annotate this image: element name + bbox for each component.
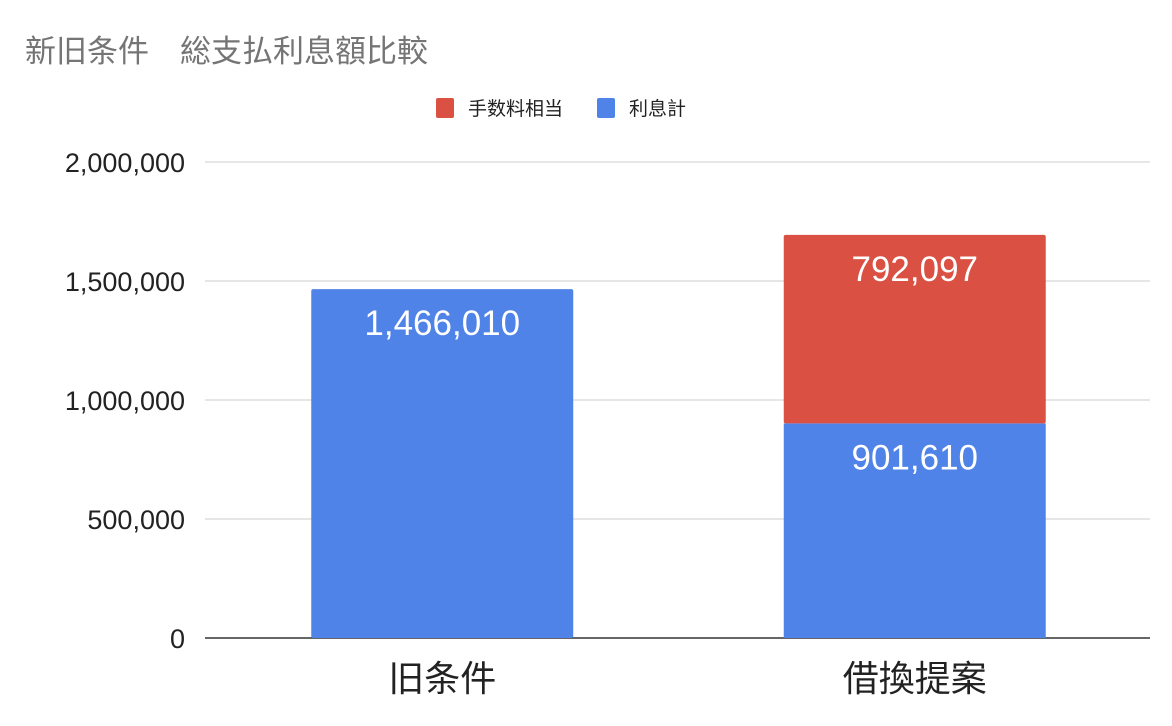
- legend: 手数料相当 利息計: [436, 94, 720, 121]
- y-tick-label: 2,000,000: [65, 148, 185, 178]
- legend-swatch-interest: [597, 97, 616, 118]
- y-tick-label: 1,000,000: [65, 386, 185, 416]
- y-tick-label: 500,000: [87, 505, 185, 535]
- bar-segment: [783, 423, 1046, 638]
- legend-label-fee: 手数料相当: [468, 98, 564, 120]
- data-label: 792,097: [851, 250, 978, 289]
- legend-item-fee[interactable]: 手数料相当: [436, 94, 563, 121]
- chart-title: 新旧条件 総支払利息額比較: [25, 34, 428, 70]
- data-label: 901,610: [851, 438, 978, 477]
- data-label: 1,466,010: [364, 304, 520, 343]
- legend-swatch-fee: [436, 97, 454, 118]
- y-tick-label: 1,500,000: [65, 267, 185, 297]
- x-tick-label: 借換提案: [843, 659, 987, 700]
- bar-segment: [311, 289, 574, 638]
- y-tick-label: 0: [170, 624, 185, 654]
- bar-segment: [783, 234, 1046, 424]
- legend-label-interest: 利息計: [629, 98, 687, 120]
- x-tick-label: 旧条件: [388, 659, 496, 700]
- legend-item-interest[interactable]: 利息計: [597, 94, 686, 121]
